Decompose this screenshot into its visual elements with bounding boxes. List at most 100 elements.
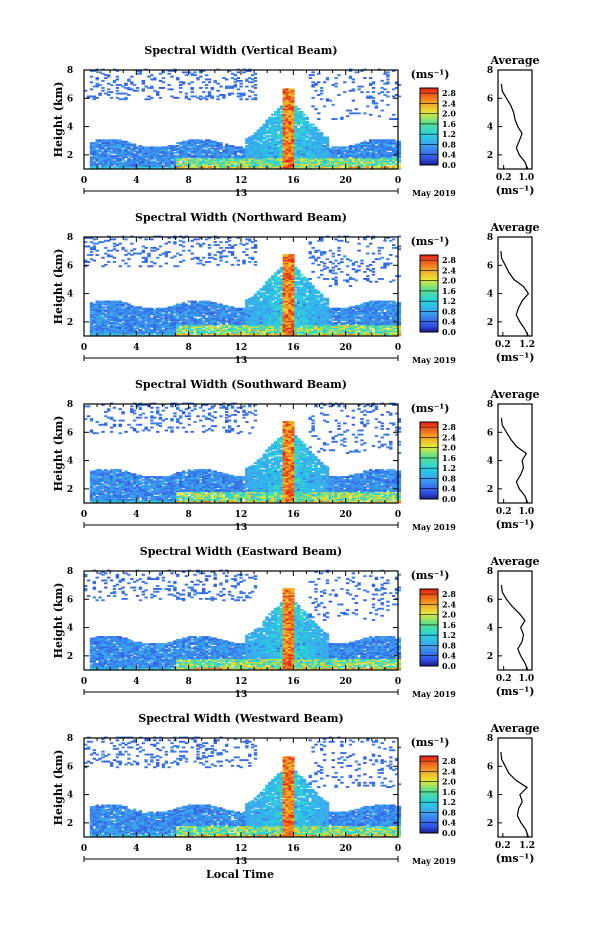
heatmap-cell [135,150,140,153]
heatmap-cell [89,146,94,149]
heatmap-cell [282,319,286,321]
heatmap-cell [305,160,309,163]
heatmap-cell [187,300,191,303]
heatmap-cell [274,122,278,125]
heatmap-cell [95,316,99,319]
heatmap-cell [193,159,197,161]
heatmap-cell [84,241,88,244]
heatmap-cell [196,78,200,81]
heatmap-cell [322,159,327,161]
heatmap-cell [207,161,212,164]
heatmap-cell [297,129,301,132]
heatmap-cell [394,163,399,166]
heatmap-cell [265,136,269,139]
heatmap-cell [253,297,258,300]
heatmap-cell [305,139,309,142]
heatmap-cell [274,139,278,142]
heatmap-cell [302,147,307,150]
heatmap-cell [210,159,214,161]
heatmap-cell [204,163,209,166]
heatmap-cell [282,125,286,128]
heatmap-cell [227,164,232,167]
heatmap-cell [98,139,102,142]
heatmap-cell [170,147,174,150]
heatmap-cell [207,312,212,314]
heatmap-cell [121,145,125,147]
heatmap-cell [291,317,295,320]
heatmap-cell [124,327,128,330]
heatmap-cell [118,154,122,157]
heatmap-cell [256,150,261,153]
heatmap-cell [285,286,289,289]
heatmap-cell [253,161,258,164]
heatmap-cell [271,293,275,296]
heatmap-cell [282,254,286,256]
heatmap-cell [276,123,281,126]
heatmap-cell [190,163,194,166]
heatmap-cell [115,307,120,310]
heatmap-cell [302,149,307,152]
heatmap-cell [259,303,263,306]
heatmap-cell [225,317,229,320]
heatmap-cell [176,331,180,334]
heatmap-cell [276,321,281,324]
heatmap-cell [98,241,102,244]
heatmap-cell [328,161,333,164]
heatmap-cell [204,323,209,326]
heatmap-cell [294,306,298,309]
heatmap-cell [216,146,220,149]
heatmap-cell [173,310,177,313]
heatmap-cell [132,248,137,251]
x-tick-label: 4 [133,176,139,186]
heatmap-cell [227,153,232,156]
heatmap-cell [92,143,96,146]
heatmap-cell [158,154,163,157]
heatmap-cell [334,153,338,156]
heatmap-cell [325,99,330,102]
heatmap-cell [207,163,212,166]
heatmap-cell [109,154,114,157]
heatmap-cell [216,309,220,311]
heatmap-cell [282,259,286,262]
heatmap-cell [380,150,384,153]
heatmap-cell [173,306,177,309]
heatmap-cell [213,152,217,154]
heatmap-cell [230,316,235,319]
heatmap-cell [288,293,292,296]
heatmap-cell [204,310,209,313]
heatmap-cell [285,259,289,262]
heatmap-cell [158,333,163,336]
heatmap-cell [132,161,137,164]
heatmap-cell [132,252,137,255]
heatmap-cell [98,161,102,164]
heatmap-cell [210,88,214,91]
heatmap-cell [285,268,289,270]
heatmap-cell [250,313,255,316]
heatmap-cell [317,156,321,159]
heatmap-cell [389,140,393,143]
heatmap-cell [225,157,229,160]
heatmap-cell [187,316,191,319]
heatmap-cell [317,152,321,154]
heatmap-cell [107,302,111,304]
heatmap-cell [311,85,315,88]
heatmap-cell [274,142,278,144]
heatmap-cell [343,154,347,157]
heatmap-cell [297,327,301,330]
heatmap-cell [187,163,191,166]
heatmap-cell [170,331,174,334]
heatmap-cell [196,328,200,331]
heatmap-cell [190,161,194,164]
heatmap-cell [95,154,99,157]
heatmap-cell [156,312,160,314]
heatmap-cell [141,321,145,324]
heatmap-cell [118,326,122,328]
heatmap-cell [294,108,298,111]
heatmap-cell [279,147,284,150]
heatmap-cell [236,320,240,323]
heatmap-cell [299,152,304,154]
heatmap-cell [204,78,209,81]
heatmap-cell [311,126,315,129]
heatmap-cell [147,324,151,327]
heatmap-cell [127,163,131,166]
